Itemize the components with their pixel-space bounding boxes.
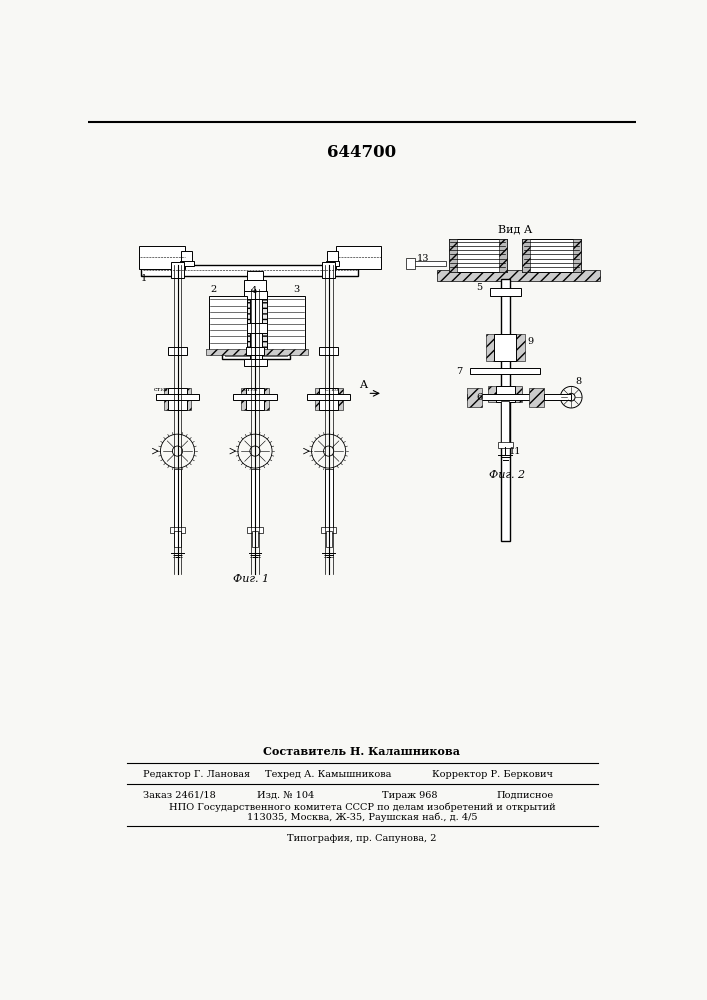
- Text: 3: 3: [293, 285, 300, 294]
- Text: 6: 6: [476, 393, 482, 402]
- Bar: [168, 347, 187, 355]
- Bar: [216, 323, 296, 333]
- Bar: [498, 442, 513, 448]
- Bar: [209, 296, 247, 351]
- Bar: [139, 246, 185, 269]
- Bar: [244, 280, 266, 294]
- Bar: [544, 394, 571, 400]
- Text: Корректор Р. Беркович: Корректор Р. Беркович: [433, 770, 554, 779]
- Bar: [246, 347, 264, 355]
- Bar: [327, 251, 338, 266]
- Bar: [241, 388, 269, 410]
- Bar: [264, 349, 308, 355]
- Text: ст₁₀₃: ст₁₀₃: [325, 387, 339, 392]
- Text: Изд. № 104: Изд. № 104: [257, 791, 315, 800]
- Bar: [170, 527, 185, 533]
- Bar: [470, 368, 540, 374]
- Bar: [494, 334, 516, 361]
- Bar: [499, 239, 507, 272]
- Bar: [156, 394, 199, 400]
- Bar: [262, 300, 287, 356]
- Bar: [206, 349, 250, 355]
- Bar: [501, 279, 510, 541]
- Text: 1: 1: [141, 274, 147, 283]
- Bar: [141, 265, 358, 276]
- Text: Заказ 2461/18: Заказ 2461/18: [143, 791, 216, 800]
- Bar: [489, 386, 522, 402]
- Text: ст₁₀₁: ст₁₀₁: [154, 387, 169, 392]
- Bar: [250, 294, 262, 362]
- Text: Составитель Н. Калашникова: Составитель Н. Калашникова: [264, 746, 460, 757]
- Bar: [252, 531, 258, 547]
- Bar: [320, 388, 338, 410]
- Text: НПО Государственного комитета СССР по делам изобретений и открытий: НПО Государственного комитета СССР по де…: [169, 802, 555, 812]
- Bar: [449, 239, 457, 272]
- Bar: [321, 527, 337, 533]
- Bar: [251, 469, 259, 530]
- Bar: [171, 262, 184, 278]
- Text: ст₁₀₂: ст₁₀₂: [243, 387, 258, 392]
- Bar: [322, 262, 335, 278]
- Text: Подписное: Подписное: [496, 791, 554, 800]
- Bar: [267, 296, 305, 351]
- Bar: [467, 388, 482, 407]
- Bar: [233, 394, 276, 400]
- Bar: [496, 386, 515, 402]
- Bar: [225, 300, 250, 356]
- Bar: [246, 388, 264, 410]
- Text: 5: 5: [476, 283, 482, 292]
- Text: 2: 2: [211, 285, 217, 294]
- Bar: [501, 401, 509, 447]
- Text: 11: 11: [509, 447, 522, 456]
- Text: Фиг. 2: Фиг. 2: [489, 470, 525, 480]
- Bar: [315, 388, 343, 410]
- Bar: [247, 527, 263, 533]
- Bar: [529, 388, 544, 407]
- Bar: [307, 394, 351, 400]
- Text: 4: 4: [251, 286, 257, 295]
- Text: 7: 7: [457, 367, 462, 376]
- Bar: [325, 531, 332, 547]
- Bar: [490, 288, 521, 296]
- Text: Типография, пр. Сапунова, 2: Типография, пр. Сапунова, 2: [287, 834, 437, 843]
- Bar: [449, 239, 507, 272]
- Bar: [573, 239, 580, 272]
- Bar: [325, 261, 339, 266]
- Text: Фиг. 1: Фиг. 1: [233, 574, 269, 584]
- Bar: [222, 297, 290, 359]
- Text: A: A: [359, 379, 368, 389]
- Text: Вид А: Вид А: [498, 224, 532, 234]
- Bar: [244, 359, 267, 366]
- Bar: [325, 469, 332, 530]
- Text: 8: 8: [575, 377, 581, 386]
- Bar: [414, 261, 446, 266]
- Text: 13: 13: [417, 254, 429, 263]
- Bar: [522, 239, 530, 272]
- Text: Редактор Г. Лановая: Редактор Г. Лановая: [143, 770, 250, 779]
- Text: Тираж 968: Тираж 968: [382, 791, 438, 800]
- Bar: [406, 258, 416, 269]
- Bar: [168, 388, 187, 410]
- Bar: [522, 239, 580, 272]
- Bar: [320, 347, 338, 355]
- Bar: [174, 469, 182, 530]
- Bar: [437, 270, 600, 281]
- Bar: [180, 261, 194, 266]
- Text: 9: 9: [527, 337, 533, 346]
- Bar: [467, 394, 544, 400]
- Bar: [244, 291, 267, 299]
- Bar: [182, 251, 192, 266]
- Text: 644700: 644700: [327, 144, 397, 161]
- Bar: [163, 388, 192, 410]
- Text: 113035, Москва, Ж-35, Раушская наб., д. 4/5: 113035, Москва, Ж-35, Раушская наб., д. …: [247, 813, 477, 822]
- Text: Техред А. Камышникова: Техред А. Камышникова: [265, 770, 392, 779]
- Bar: [337, 246, 381, 269]
- Bar: [486, 334, 525, 361]
- Bar: [247, 271, 263, 280]
- Bar: [175, 531, 180, 547]
